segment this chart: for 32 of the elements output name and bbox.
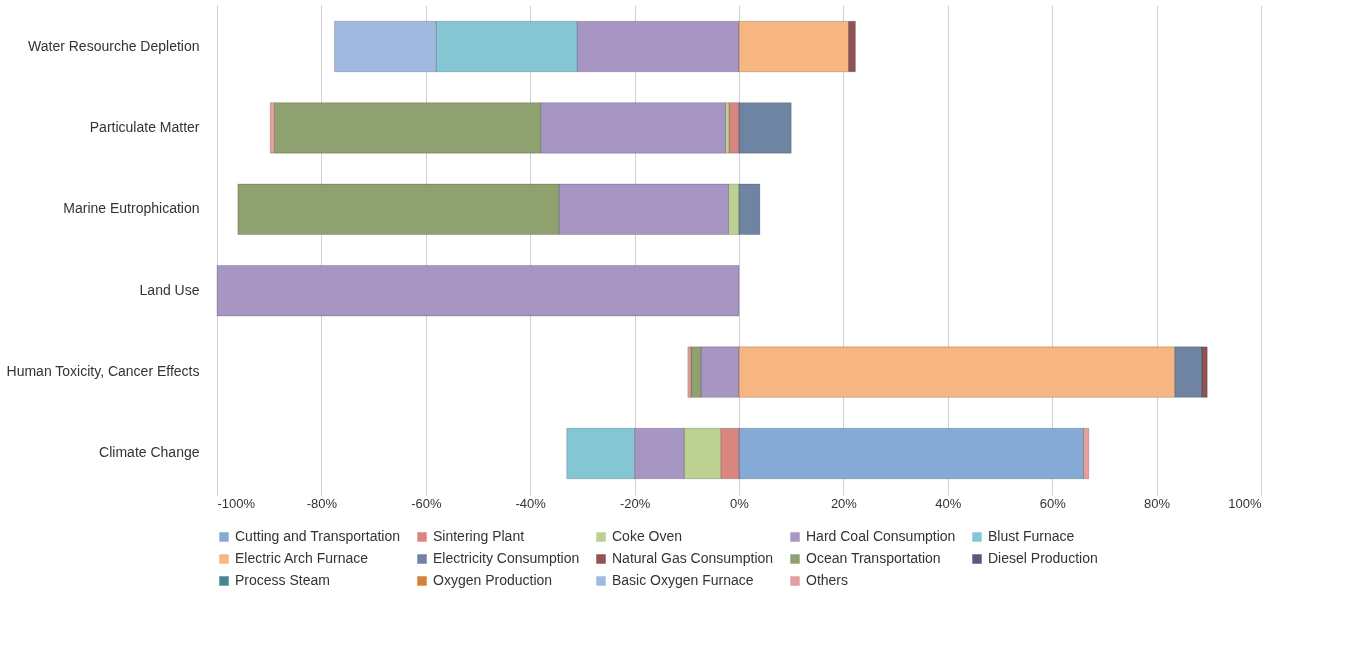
y-tick-label: Climate Change [99, 444, 200, 461]
x-tick-label: -20% [619, 495, 651, 511]
legend-label: Oxygen Production [433, 572, 553, 588]
x-tick-label: -100% [217, 495, 256, 511]
legend-label: Process Steam [235, 572, 330, 588]
legend-label: Basic Oxygen Furnace [612, 572, 754, 588]
legend-label: Electric Arch Furnace [235, 550, 369, 566]
x-tick-label: 60% [1039, 495, 1067, 511]
legend-label: Coke Oven [612, 528, 683, 544]
legend-label: Sintering Plant [433, 528, 525, 544]
x-tick-label: -80% [306, 495, 338, 511]
x-tick-label: 0% [730, 495, 750, 511]
legend-label: Cutting and Transportation [235, 528, 400, 544]
legend-label: Blust Furnace [988, 528, 1075, 544]
legend-label: Diesel Production [988, 550, 1098, 566]
y-tick-label: Water Resourche Depletion [28, 37, 200, 54]
legend-label: Others [806, 572, 849, 588]
x-tick-label: -40% [515, 495, 547, 511]
bar [216, 264, 740, 317]
y-tick-label: Land Use [139, 281, 200, 298]
legend-label: Electricity Consumption [433, 550, 580, 566]
x-tick-label: 100% [1228, 495, 1262, 511]
x-tick-label: 40% [935, 495, 962, 511]
y-tick-label: Human Toxicity, Cancer Effects [6, 363, 200, 380]
legend-label: Ocean Transportation [806, 550, 941, 566]
x-tick-label: 80% [1144, 495, 1171, 511]
x-tick-label: 20% [830, 495, 858, 511]
legend-label: Natural Gas Consumption [612, 550, 774, 566]
x-tick-label: -60% [411, 495, 442, 511]
y-tick-label: Marine Eutrophication [63, 200, 200, 217]
legend-label: Hard Coal Consumption [806, 528, 956, 544]
y-tick-label: Particulate Matter [89, 118, 200, 135]
